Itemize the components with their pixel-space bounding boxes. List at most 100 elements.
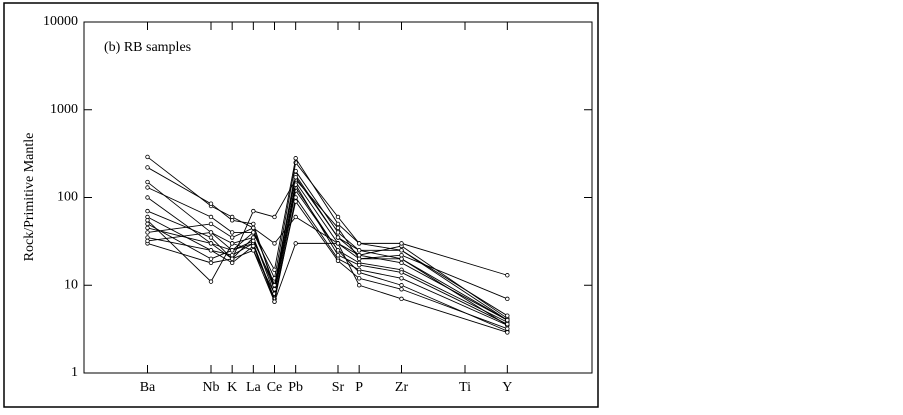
point [335, 248, 341, 253]
point [293, 156, 298, 161]
series-line [147, 186, 508, 332]
annotation: (b) RB samples [104, 40, 191, 55]
x-tick-label: Sr [332, 380, 345, 395]
point [272, 287, 277, 292]
point [335, 258, 341, 263]
point [251, 225, 256, 231]
point [272, 214, 277, 220]
point [208, 230, 214, 235]
point [399, 270, 404, 275]
point [145, 179, 150, 185]
point [293, 195, 298, 200]
series-line [147, 161, 508, 280]
series-line [147, 183, 508, 325]
point [229, 218, 235, 223]
point [229, 235, 235, 240]
x-tick-label: K [227, 380, 237, 395]
point [293, 214, 298, 220]
point [505, 296, 510, 302]
point [505, 313, 510, 318]
point [229, 253, 235, 258]
series-line [147, 189, 508, 323]
point [251, 248, 256, 253]
series-line [147, 178, 508, 300]
point [272, 283, 277, 288]
point [505, 317, 510, 323]
x-tick-label: Y [502, 380, 512, 395]
point [272, 299, 277, 304]
point [399, 248, 404, 253]
point [145, 230, 150, 235]
plot-area [83, 21, 593, 374]
y-axis-label: Rock/Primitive Mantle [22, 133, 37, 262]
point [293, 199, 298, 204]
point [145, 221, 150, 227]
y-tick-label: 10 [64, 277, 78, 292]
point [399, 283, 404, 288]
point [145, 195, 150, 200]
point [229, 256, 235, 262]
point [399, 253, 404, 258]
point [145, 165, 150, 170]
point [145, 154, 150, 160]
point [208, 260, 214, 266]
point [208, 248, 214, 253]
point [251, 230, 256, 235]
y-tick-label: 100 [57, 190, 78, 205]
x-tick-label: Ce [267, 380, 283, 395]
point [505, 326, 510, 331]
point [145, 185, 150, 190]
x-tick-label: Zr [395, 380, 409, 395]
point [356, 248, 362, 253]
point [399, 287, 404, 292]
point [356, 276, 362, 281]
point [505, 273, 510, 278]
point [272, 267, 277, 272]
point [335, 235, 341, 240]
series-line [147, 216, 508, 321]
series-line [147, 242, 508, 333]
point [251, 208, 256, 214]
point [335, 230, 341, 235]
point [251, 238, 256, 244]
point [208, 201, 214, 206]
x-tick-label: P [355, 380, 363, 395]
point [356, 270, 362, 275]
x-tick-label: Nb [202, 380, 219, 395]
point [335, 221, 341, 227]
point [208, 235, 214, 240]
x-tick-label: Ti [459, 380, 471, 395]
point [505, 330, 510, 335]
point [399, 260, 404, 266]
point [229, 248, 235, 253]
point [356, 241, 362, 246]
point [229, 260, 235, 266]
point [356, 283, 362, 288]
point [208, 279, 214, 284]
point [335, 253, 341, 258]
x-tick-label: La [246, 380, 262, 395]
point [399, 276, 404, 281]
series-line [147, 157, 508, 317]
point [293, 241, 298, 246]
y-tick-label: 1000 [50, 102, 78, 117]
point [208, 256, 214, 262]
point [356, 262, 362, 268]
point [356, 256, 362, 262]
point [356, 253, 362, 258]
point [208, 214, 214, 220]
point [229, 241, 235, 246]
point [399, 256, 404, 262]
point [335, 214, 341, 220]
point [251, 243, 256, 249]
point [208, 221, 214, 227]
x-tick-label: Pb [288, 380, 303, 395]
x-tick-label: Ba [140, 380, 156, 395]
point [229, 230, 235, 235]
point [145, 208, 150, 214]
point [505, 321, 510, 327]
point [145, 225, 150, 231]
y-tick-label: 1 [71, 365, 78, 380]
point [399, 241, 404, 246]
